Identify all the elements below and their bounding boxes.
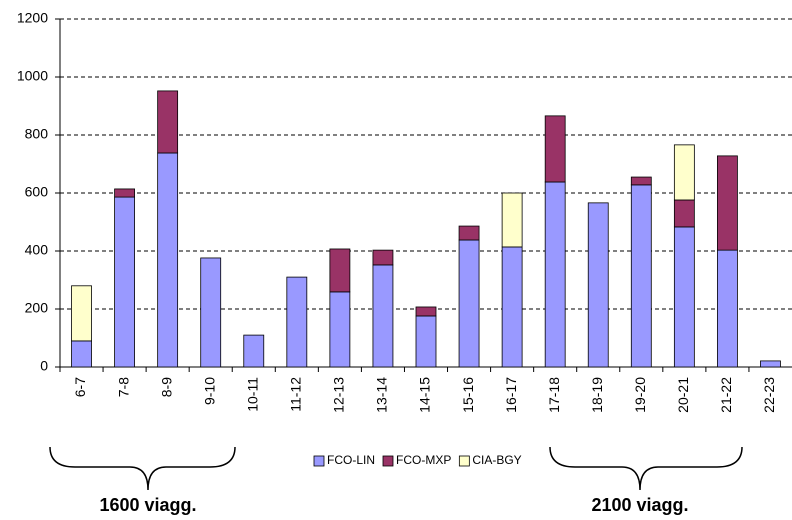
bar-segment [286,276,308,368]
bar-segment [415,306,437,317]
legend-swatch [313,455,325,467]
x-tick-label: 18-19 [589,377,605,413]
bar-segment [587,202,609,368]
bar-segment [329,291,351,368]
x-tick-label: 10-11 [244,377,260,412]
bar-segment [630,176,652,186]
bar-segment [157,152,179,368]
y-tick-label: 0 [40,358,48,374]
x-tick-label: 17-18 [546,377,562,413]
y-tick-label: 1200 [17,10,48,26]
y-tick-label: 400 [25,242,49,258]
bar-segment [544,115,566,183]
bar-segment [458,225,480,241]
x-tick-label: 16-17 [503,377,519,413]
brace [49,446,236,491]
legend-swatch [458,455,470,467]
y-tick-label: 1000 [17,68,48,84]
bar-segment [243,334,265,368]
x-tick-label: 9-10 [201,377,217,405]
x-tick-label: 6-7 [72,377,88,397]
bar-segment [717,249,738,368]
bar-segment [458,239,480,368]
x-tick-label: 11-12 [288,377,304,412]
brace [549,446,743,491]
bar-segment [630,184,652,368]
bar-segment [544,181,566,368]
annotation: 1600 viagg. [99,495,196,515]
bar-segment [329,248,351,293]
bar-segment [673,144,695,201]
legend-label: FCO-MXP [396,453,451,467]
bar-segment [501,246,523,368]
legend-label: CIA-BGY [472,453,521,467]
legend-swatch [382,455,394,467]
bar-segment [760,360,781,368]
bar-segment [717,155,738,251]
x-tick-label: 22-23 [761,377,777,413]
bar-segment [372,264,394,368]
bar-segment [157,90,179,154]
bar-segment [200,257,222,368]
bar-segment [415,315,437,368]
x-tick-label: 15-16 [460,377,476,413]
y-tick-label: 600 [25,184,49,200]
x-tick-label: 12-13 [331,377,347,413]
bar-segment [501,192,523,248]
x-tick-label: 14-15 [417,377,433,413]
legend-label: FCO-LIN [327,453,375,467]
y-tick-label: 800 [25,126,49,142]
x-tick-label: 19-20 [632,377,648,413]
bar-segment [71,285,92,342]
x-tick-label: 7-8 [115,377,131,397]
x-tick-label: 8-9 [158,377,174,397]
y-tick-label: 200 [25,300,49,316]
x-tick-label: 20-21 [675,377,691,413]
bar-segment [673,199,695,228]
x-tick-label: 21-22 [718,377,734,413]
bar-segment [673,226,695,368]
x-tick-label: 13-14 [374,377,390,413]
bar-segment [114,188,135,198]
bar-segment [71,340,92,368]
bar-segment [372,249,394,266]
annotation: 2100 viagg. [591,495,688,515]
bar-segment [114,196,135,368]
